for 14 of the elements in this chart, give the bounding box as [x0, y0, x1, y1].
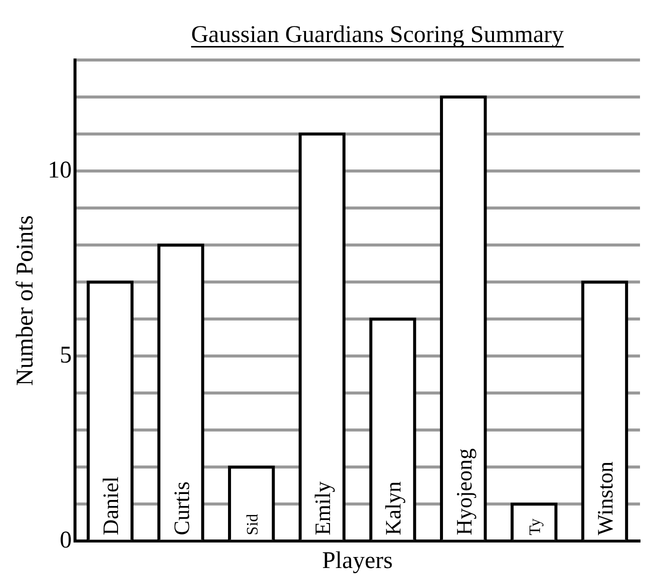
x-tick-label: Hyojeong: [451, 448, 476, 536]
x-tick-label: Curtis: [168, 481, 194, 536]
y-tick-label: 0: [60, 527, 72, 554]
x-tick-label: Daniel: [98, 476, 124, 536]
x-tick-label: Emily: [310, 481, 336, 536]
y-axis-title: Number of Points: [12, 215, 39, 386]
x-tick-label: Winston: [592, 462, 618, 536]
x-tick-label: Sid: [244, 514, 262, 536]
x-tick-label: Ty: [527, 518, 544, 536]
x-axis-title: Players: [322, 548, 393, 574]
y-tick-label: 5: [60, 342, 72, 368]
chart-title: Gaussian Guardians Scoring Summary: [191, 22, 564, 48]
x-tick-label: Kalyn: [380, 481, 406, 536]
y-tick-label: 10: [48, 157, 72, 184]
